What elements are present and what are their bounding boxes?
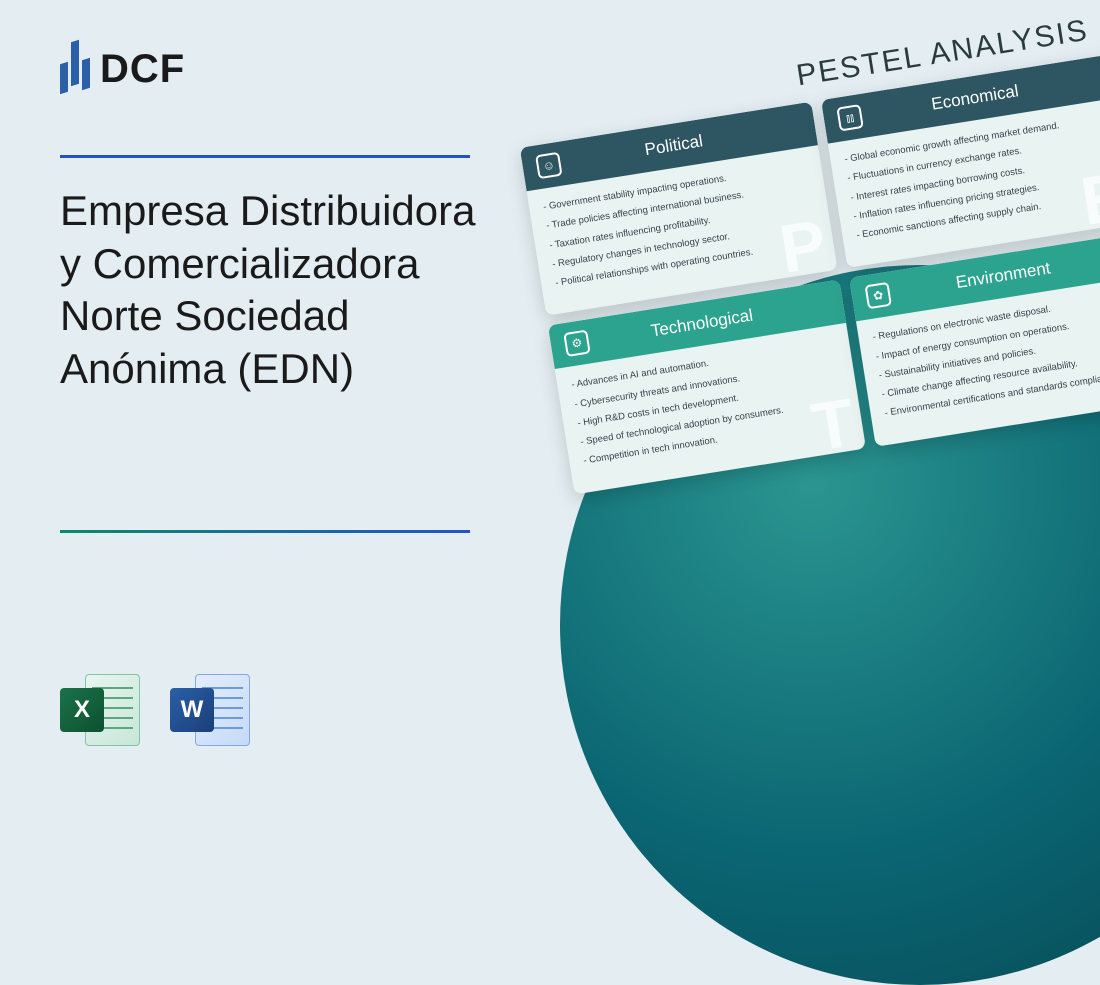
excel-icon: X (60, 670, 140, 750)
page-title: Empresa Distribuidora y Comercializadora… (60, 185, 500, 395)
logo-bars-icon (60, 45, 90, 93)
pestel-infographic: PESTEL ANALYSIS ☺Political- Government s… (513, 10, 1100, 494)
card-icon: ⚙ (563, 330, 590, 357)
divider-top (60, 155, 470, 158)
word-badge-letter: W (170, 688, 214, 732)
excel-badge-letter: X (60, 688, 104, 732)
word-icon: W (170, 670, 250, 750)
logo: DCF (60, 45, 185, 93)
pestel-card: ✿Environment- Regulations on electronic … (849, 232, 1100, 446)
card-icon: ⫾⫾ (836, 104, 863, 131)
divider-bottom (60, 530, 470, 533)
card-icon: ☺ (535, 152, 562, 179)
card-icon: ✿ (865, 282, 892, 309)
logo-text: DCF (100, 47, 185, 92)
app-icons: X W (60, 670, 250, 750)
pestel-card: ☺Political- Government stability impacti… (520, 102, 838, 316)
pestel-card: ⫾⫾Economical- Global economic growth aff… (821, 54, 1100, 268)
